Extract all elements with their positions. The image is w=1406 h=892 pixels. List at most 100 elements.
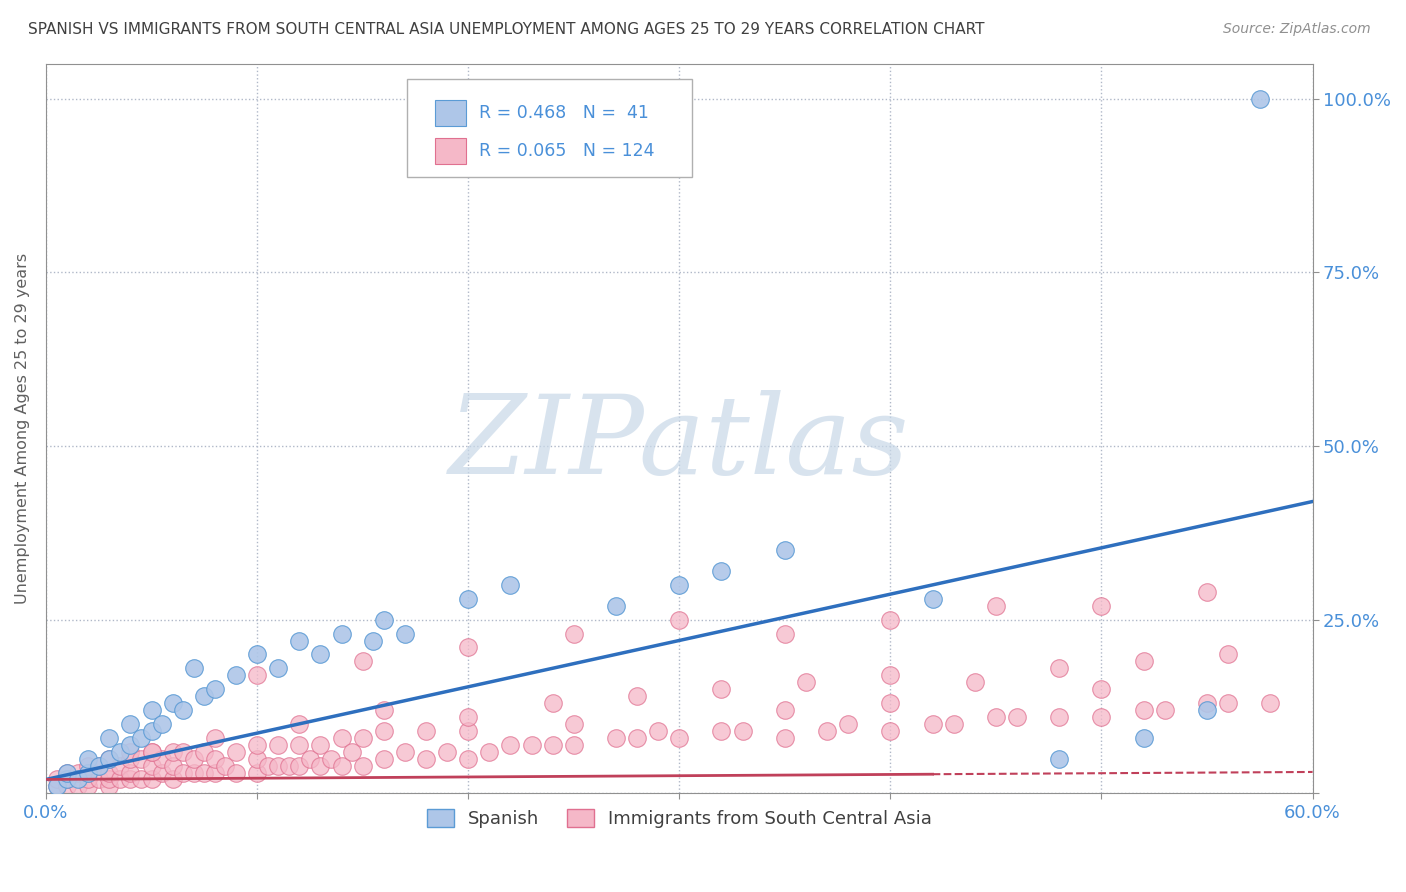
Point [162,696,184,710]
Point [562,717,585,731]
Point [141,703,163,717]
Point [626,689,648,703]
Point [879,723,901,738]
Point [1153,703,1175,717]
Point [150,717,173,731]
Point [288,758,311,772]
Point [562,626,585,640]
Point [340,745,363,759]
Point [1090,599,1112,613]
Point [77,765,100,780]
Point [1195,696,1218,710]
Point [1132,654,1154,668]
Point [204,751,226,765]
Point [141,758,163,772]
Point [193,765,215,780]
Point [267,758,290,772]
Point [319,751,342,765]
Text: Source: ZipAtlas.com: Source: ZipAtlas.com [1223,22,1371,37]
Point [626,731,648,745]
Point [120,738,142,752]
Point [731,723,754,738]
Point [541,738,564,752]
Point [352,731,374,745]
Point [415,751,437,765]
Point [520,738,543,752]
Point [1047,710,1070,724]
Point [330,626,353,640]
FancyBboxPatch shape [434,100,467,126]
Text: ZIPatlas: ZIPatlas [449,390,910,497]
Point [415,723,437,738]
Point [1132,731,1154,745]
Point [394,745,416,759]
Point [77,758,100,772]
Point [352,654,374,668]
Point [56,780,79,794]
Point [246,668,269,682]
Point [267,738,290,752]
Point [141,772,163,787]
Point [277,758,299,772]
Point [710,564,733,578]
Point [66,780,89,794]
Point [256,758,278,772]
Point [45,772,67,787]
Point [373,751,395,765]
Point [298,751,321,765]
Point [246,648,269,662]
Point [1047,661,1070,675]
Point [193,689,215,703]
Point [373,703,395,717]
Point [942,717,965,731]
Point [204,731,226,745]
Point [98,780,121,794]
Point [984,710,1007,724]
Point [108,772,131,787]
Point [162,772,184,787]
Point [330,731,353,745]
Point [668,613,690,627]
Point [183,765,205,780]
Point [66,772,89,787]
Point [710,682,733,697]
Point [457,710,479,724]
Point [98,731,121,745]
Point [288,633,311,648]
Point [77,772,100,787]
Point [352,758,374,772]
Point [246,738,269,752]
Point [1218,648,1240,662]
FancyBboxPatch shape [434,138,467,164]
Point [499,738,522,752]
Point [815,723,838,738]
Point [562,738,585,752]
Point [129,731,152,745]
Point [225,765,247,780]
Point [246,751,269,765]
Point [150,751,173,765]
Point [373,723,395,738]
Point [204,765,226,780]
Y-axis label: Unemployment Among Ages 25 to 29 years: Unemployment Among Ages 25 to 29 years [15,253,30,604]
Point [193,745,215,759]
Point [162,745,184,759]
Point [129,751,152,765]
Point [457,591,479,606]
Point [794,675,817,690]
Point [87,758,110,772]
Point [1218,696,1240,710]
Text: SPANISH VS IMMIGRANTS FROM SOUTH CENTRAL ASIA UNEMPLOYMENT AMONG AGES 25 TO 29 Y: SPANISH VS IMMIGRANTS FROM SOUTH CENTRAL… [28,22,984,37]
Point [129,772,152,787]
Point [45,780,67,794]
Point [457,751,479,765]
Point [66,765,89,780]
Point [394,626,416,640]
Point [1132,703,1154,717]
Point [45,780,67,794]
Point [183,751,205,765]
Point [668,731,690,745]
Point [457,640,479,655]
Point [56,772,79,787]
Point [1195,703,1218,717]
